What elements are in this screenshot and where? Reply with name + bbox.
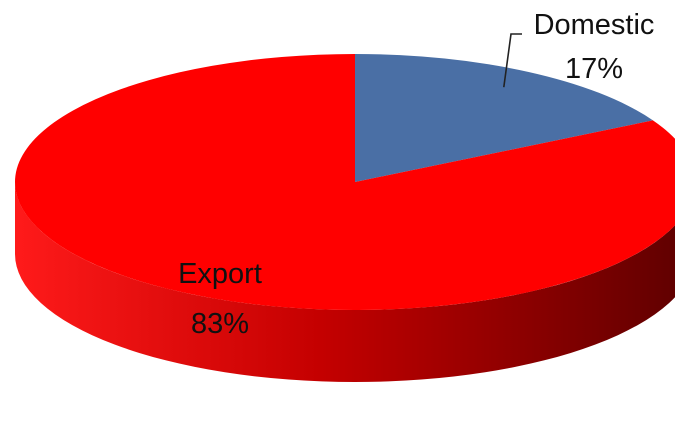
domestic-leader-line	[503, 33, 522, 88]
slice-label-domestic: Domestic	[534, 9, 655, 41]
slice-percent-export: 83%	[191, 308, 249, 340]
pie-slice-domestic	[355, 54, 653, 182]
slice-label-export: Export	[178, 258, 262, 290]
slice-percent-domestic: 17%	[565, 53, 623, 85]
pie-side-wall	[15, 182, 675, 382]
pie-slice-export	[15, 54, 675, 310]
